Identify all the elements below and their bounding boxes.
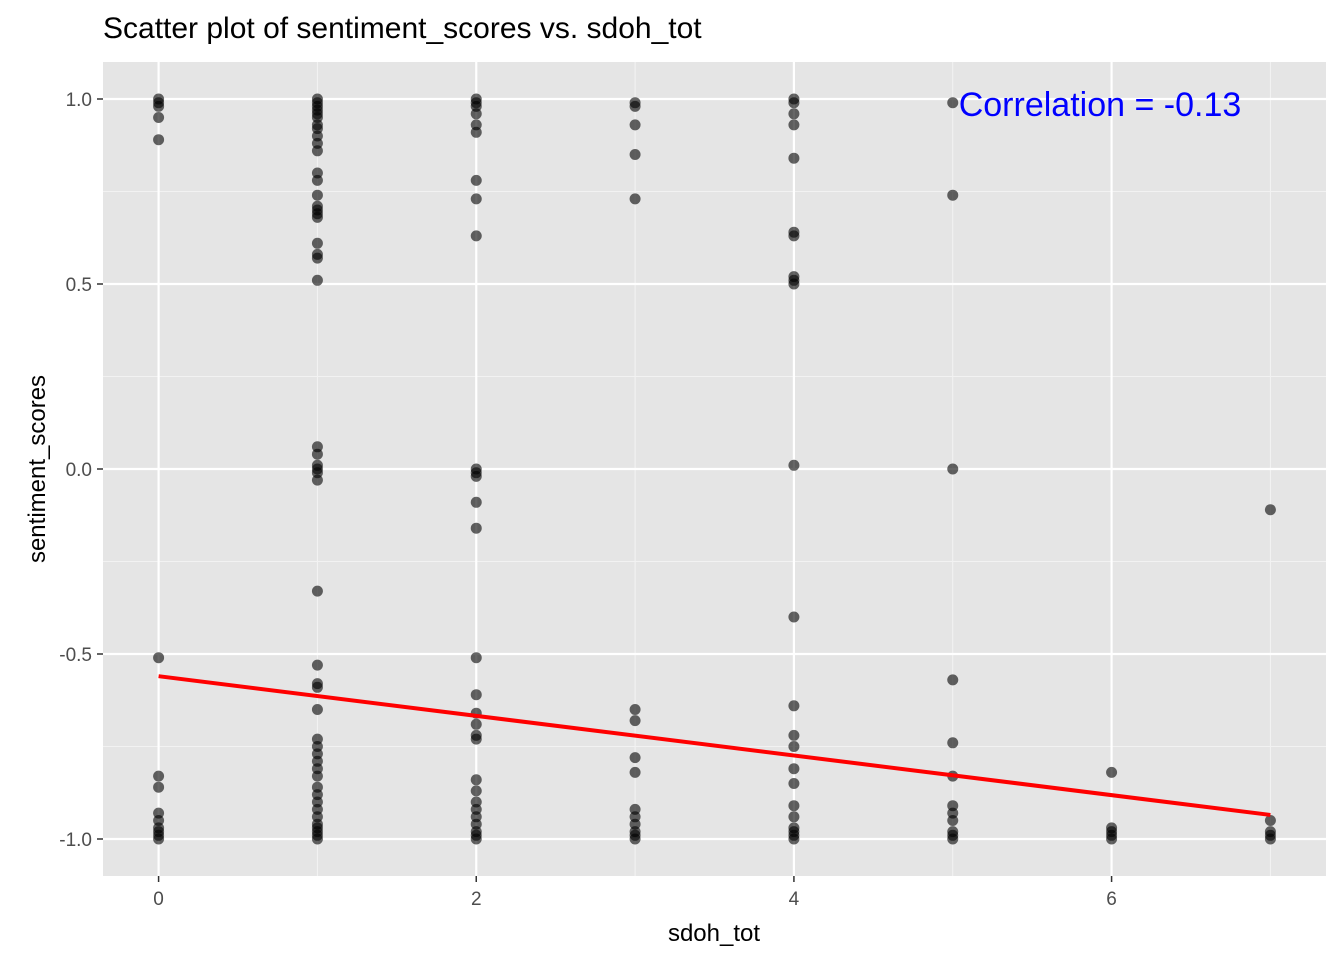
data-point: [470, 718, 482, 730]
data-point: [311, 237, 323, 249]
data-point: [629, 149, 641, 160]
chart-title: Scatter plot of sentiment_scores vs. sdo…: [103, 12, 702, 45]
data-point: [629, 119, 641, 131]
data-point: [788, 230, 800, 242]
data-point: [470, 496, 482, 508]
data-point: [788, 97, 800, 109]
data-point: [788, 108, 800, 120]
data-point: [153, 134, 165, 146]
data-point: [311, 211, 323, 223]
data-point: [1106, 833, 1118, 845]
data-point: [153, 833, 165, 845]
data-point: [1264, 815, 1276, 826]
data-point: [1264, 504, 1276, 516]
data-point: [1106, 766, 1118, 778]
x-axis-ticks: 0 2 4 6: [153, 876, 1117, 910]
x-tick-label: 2: [471, 889, 482, 910]
data-point: [947, 674, 959, 686]
data-point: [470, 174, 482, 186]
data-point: [788, 611, 800, 623]
data-point: [153, 652, 165, 664]
data-point: [470, 652, 482, 664]
data-point: [311, 833, 323, 845]
data-point: [629, 100, 641, 112]
data-point: [311, 659, 323, 671]
data-point: [470, 733, 482, 745]
data-point: [788, 741, 800, 752]
y-tick-label: -0.5: [59, 645, 92, 666]
x-axis-title: sdoh_tot: [668, 920, 760, 947]
data-point: [788, 729, 800, 741]
y-tick-label: 0.0: [66, 460, 92, 481]
trend-line: [158, 674, 1271, 817]
data-point: [629, 193, 641, 205]
data-point: [788, 700, 800, 712]
data-point: [470, 689, 482, 701]
data-point: [470, 108, 482, 120]
data-point: [153, 770, 165, 782]
data-point: [629, 752, 641, 764]
data-point: [1264, 833, 1276, 845]
data-point: [788, 119, 800, 131]
data-point: [629, 766, 641, 778]
data-point: [947, 97, 959, 109]
data-point: [311, 252, 323, 264]
data-point: [788, 278, 800, 290]
data-point: [788, 800, 800, 812]
data-point: [788, 833, 800, 845]
data-point: [311, 770, 323, 782]
data-point: [470, 785, 482, 797]
data-point: [311, 274, 323, 286]
x-tick-label: 0: [153, 889, 164, 910]
trend-line-group: [158, 674, 1271, 817]
data-point: [311, 145, 323, 157]
data-point: [470, 230, 482, 242]
data-point: [629, 833, 641, 845]
data-point: [470, 522, 482, 534]
data-point: [470, 470, 482, 482]
data-point: [470, 833, 482, 845]
data-points: [153, 93, 1276, 845]
data-point: [788, 763, 800, 775]
data-point: [947, 463, 959, 475]
data-point: [629, 704, 641, 715]
y-tick-label: 1.0: [66, 90, 92, 111]
data-point: [311, 474, 323, 486]
data-point: [311, 448, 323, 460]
data-point: [629, 715, 641, 727]
data-point: [311, 189, 323, 201]
data-point: [311, 174, 323, 186]
data-point: [947, 833, 959, 845]
data-point: [947, 737, 959, 749]
x-tick-label: 4: [789, 889, 800, 910]
data-point: [470, 193, 482, 205]
data-point: [788, 459, 800, 471]
data-point: [153, 112, 165, 123]
data-point: [153, 100, 165, 112]
correlation-annotation: Correlation = -0.13: [959, 86, 1242, 124]
y-axis-ticks: -1.0 -0.5 0.0 0.5 1.0: [59, 90, 103, 851]
data-point: [788, 152, 800, 164]
data-point: [788, 811, 800, 823]
data-point: [470, 126, 482, 138]
data-point: [311, 681, 323, 693]
y-axis-title: sentiment_scores: [24, 375, 51, 563]
data-point: [311, 585, 323, 597]
data-point: [788, 778, 800, 789]
data-point: [153, 781, 165, 793]
data-point: [947, 189, 959, 201]
y-tick-label: -1.0: [59, 830, 92, 851]
data-point: [311, 704, 323, 715]
data-point: [470, 774, 482, 786]
x-tick-label: 6: [1106, 889, 1117, 910]
data-point: [947, 815, 959, 826]
y-tick-label: 0.5: [66, 275, 92, 296]
